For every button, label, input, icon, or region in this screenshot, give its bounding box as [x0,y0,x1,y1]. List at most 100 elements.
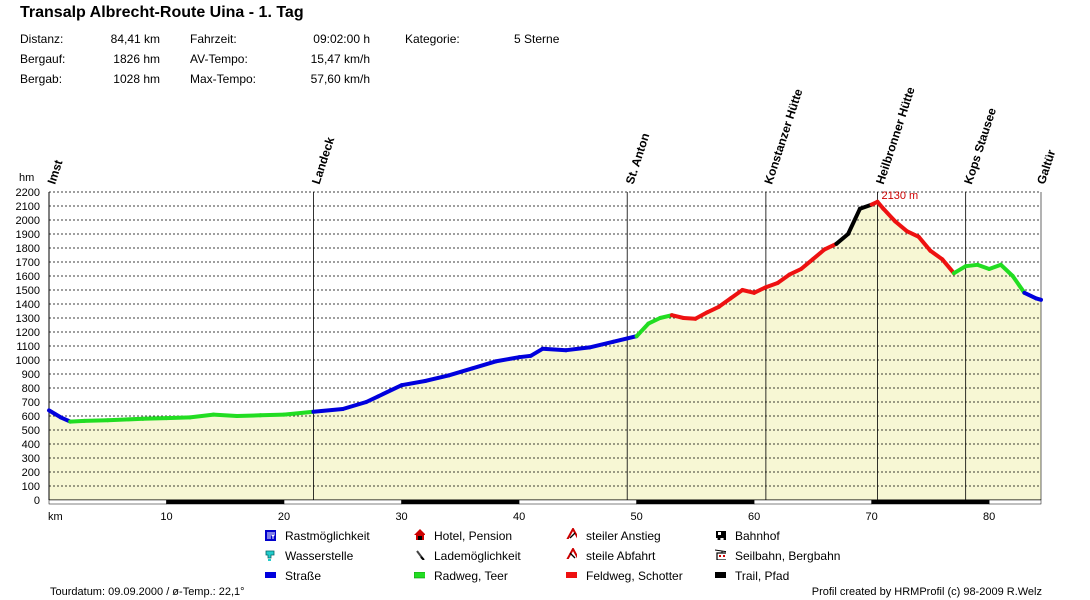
profile-segment [1010,274,1027,295]
x-tick-label: 80 [983,511,995,523]
profile-segment [564,345,592,353]
y-tick-label: 800 [22,383,40,395]
legend-cable-car: Seilbahn, Bergbahn [715,549,840,563]
profile-segment [399,379,428,388]
profile-segment [646,316,663,326]
stat-value-max-speed: 57,60 km/h [310,72,370,86]
stat-label-distance: Distanz: [20,32,64,46]
credit-footer: Profil created by HRMProfil (c) 98-2009 … [811,586,1042,598]
profile-segment [282,409,316,417]
y-tick-label: 1600 [16,271,40,283]
profile-segment [857,202,874,211]
profile-segment [669,313,686,320]
cable-car-icon [715,549,726,560]
profile-segment [846,206,862,236]
profile-segment [528,346,545,358]
profile-segment [928,248,945,262]
profile-segment [799,257,815,271]
y-tick-label: 1200 [16,327,40,339]
profile-segment [916,234,933,253]
profile-segment [470,359,498,371]
profile-segment [446,366,475,378]
cycle-path-icon [414,572,425,579]
stat-label-descent: Bergab: [20,72,63,86]
profile-segment [611,334,639,344]
km-band-segment [636,499,755,505]
y-tick-label: 600 [22,411,40,423]
profile-segment [975,262,992,271]
legend-charging: Lademöglichkeit [414,549,521,563]
profile-segment [141,416,169,421]
profile-segment [47,408,63,420]
x-tick-label: 70 [866,511,878,523]
stat-label-riding-time: Fahrzeit: [190,32,237,46]
y-tick-label: 2000 [16,215,40,227]
y-tick-label: 700 [22,397,40,409]
waypoint-label: Imst [45,158,66,186]
profile-segment [951,264,968,276]
km-band-segment [283,499,402,505]
legend-gravel: Feldweg, Schotter [566,569,683,583]
legend-train: Bahnhof [715,529,780,543]
stat-value-distance: 84,41 km [110,32,160,46]
profile-segment [1034,296,1043,302]
y-tick-label: 200 [22,467,40,479]
profile-segment [376,383,404,399]
legend-steep-climb: steiler Anstieg [566,528,661,543]
profile-segment [987,262,1003,271]
profile-segment [258,412,286,418]
x-axis-label: km [48,511,63,523]
y-tick-label: 100 [22,481,40,493]
rest-icon [265,530,276,541]
profile-segment [705,304,721,315]
km-band-segment [166,499,285,505]
waypoint-label: Konstanzer Hütte [761,87,805,186]
profile-segment [716,296,733,309]
stat-value-category: 5 Sterne [514,32,560,46]
y-tick-label: 1000 [16,355,40,367]
peak-annotation: 2130 m [882,190,919,202]
water-icon [265,550,275,561]
km-band-segment [753,499,872,505]
y-tick-label: 0 [34,495,40,507]
y-tick-label: 300 [22,453,40,465]
profile-segment [340,400,369,411]
legend-road: Straße [265,569,321,583]
legend-water: Wasserstelle [265,549,353,563]
y-tick-label: 2100 [16,201,40,213]
train-icon [716,531,726,540]
y-tick-label: 400 [22,439,40,451]
steep-descent-icon [566,548,577,559]
stat-label-max-speed: Max-Tempo: [190,72,257,86]
profile-segment [728,288,745,301]
profile-segment [787,267,804,277]
x-tick-label: 40 [513,511,525,523]
stat-value-avg-speed: 15,47 km/h [310,52,370,66]
x-tick-label: 30 [395,511,407,523]
profile-segment [893,219,909,234]
x-tick-label: 20 [278,511,290,523]
profile-segment [658,313,674,320]
profile-segment [740,288,757,295]
road-icon [265,572,276,578]
profile-segment [940,257,956,276]
tour-date-footer: Tourdatum: 09.09.2000 / ø-Temp.: 22,1° [50,586,245,598]
waypoint-label: Landeck [309,135,337,186]
stat-value-descent: 1028 hm [113,72,160,86]
waypoint-label: Kops Stausee [961,106,999,186]
profile-segment [634,321,651,339]
km-band-segment [518,499,637,505]
waypoint-label: St. Anton [623,131,653,186]
waypoint-label: Galtür [1034,148,1058,186]
profile-segment [1022,290,1039,301]
profile-segment [423,373,451,383]
legend-rest: Rastmöglichkeit [265,529,370,543]
profile-segment [105,416,145,423]
profile-segment [693,310,710,321]
stat-value-riding-time: 09:02:00 h [313,32,370,46]
y-tick-label: 1300 [16,313,40,325]
legend-hotel: Hotel, Pension [414,529,512,543]
y-axis-label: hm [19,172,34,184]
profile-segment [775,272,792,285]
km-band-segment [401,499,520,505]
